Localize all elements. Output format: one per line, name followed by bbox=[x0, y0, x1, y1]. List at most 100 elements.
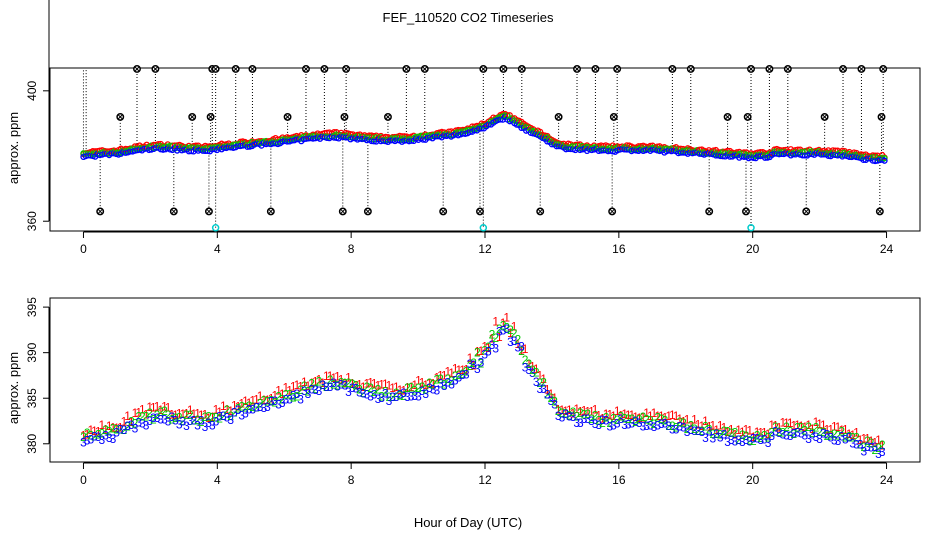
bottom-series-marker: 1 bbox=[618, 408, 625, 422]
bottom-series-marker: 1 bbox=[422, 378, 429, 392]
bottom-series-marker: 3 bbox=[768, 429, 775, 443]
bottom-series-marker: 1 bbox=[283, 381, 290, 395]
bottom-series-marker: 2 bbox=[87, 428, 94, 442]
top-spike-cross bbox=[97, 209, 103, 214]
top-x-tick-label: 0 bbox=[80, 242, 87, 256]
bottom-series-marker: 1 bbox=[507, 326, 514, 340]
bottom-series-marker: 3 bbox=[860, 444, 867, 458]
bottom-series-marker: 3 bbox=[352, 381, 359, 395]
bottom-series-marker: 2 bbox=[176, 411, 183, 425]
bottom-series-marker: 2 bbox=[437, 372, 444, 386]
top-spike-marker bbox=[839, 65, 847, 73]
bottom-series-marker: 1 bbox=[614, 404, 621, 418]
bottom-series-marker: 1 bbox=[827, 423, 834, 437]
top-spike-marker bbox=[420, 65, 429, 73]
bottom-series-marker: 3 bbox=[308, 383, 315, 397]
bottom-series-marker: 3 bbox=[227, 413, 234, 427]
bottom-series-marker: 2 bbox=[139, 409, 146, 423]
bottom-series-marker: 2 bbox=[820, 425, 827, 439]
bottom-series-marker: 3 bbox=[165, 414, 172, 428]
bottom-series-marker: 3 bbox=[695, 424, 702, 438]
bottom-series-marker: 1 bbox=[441, 369, 448, 383]
bottom-series-marker: 1 bbox=[397, 383, 404, 397]
bottom-series-marker: 3 bbox=[779, 427, 786, 441]
bottom-series-marker: 1 bbox=[522, 342, 529, 356]
bottom-series-marker: 1 bbox=[713, 423, 720, 437]
bottom-series-marker: 3 bbox=[662, 416, 669, 430]
bottom-series-marker: 3 bbox=[146, 414, 153, 428]
bottom-series-marker: 1 bbox=[772, 419, 779, 433]
bottom-series-marker: 1 bbox=[503, 310, 510, 324]
bottom-series-marker: 3 bbox=[588, 414, 595, 428]
bottom-series-marker: 1 bbox=[676, 412, 683, 426]
bottom-series-marker: 2 bbox=[684, 422, 691, 436]
bottom-series-marker: 2 bbox=[588, 412, 595, 426]
bottom-series-marker: 3 bbox=[91, 430, 98, 444]
bottom-series-marker: 3 bbox=[301, 384, 308, 398]
top-spike-cross bbox=[342, 114, 347, 120]
bottom-series-marker: 2 bbox=[478, 356, 485, 370]
bottom-series-marker: 1 bbox=[238, 397, 245, 411]
bottom-series-marker: 1 bbox=[492, 314, 499, 328]
bottom-series-marker: 1 bbox=[750, 430, 757, 444]
bottom-series-marker: 3 bbox=[367, 390, 374, 404]
bottom-series-marker: 2 bbox=[735, 433, 742, 447]
bottom-series-marker: 3 bbox=[253, 400, 260, 414]
bottom-series-marker: 1 bbox=[400, 384, 407, 398]
bottom-series-marker: 1 bbox=[680, 414, 687, 428]
bottom-series-marker: 3 bbox=[735, 433, 742, 447]
bottom-series-marker: 2 bbox=[621, 412, 628, 426]
chart-title: FEF_110520 CO2 Timeseries bbox=[383, 10, 554, 25]
top-low-flag-marker bbox=[211, 223, 220, 232]
bottom-series-marker: 1 bbox=[172, 408, 179, 422]
bottom-series-marker: 2 bbox=[794, 420, 801, 434]
bottom-series-marker: 3 bbox=[871, 440, 878, 454]
bottom-series-marker: 3 bbox=[187, 414, 194, 428]
bottom-series-marker: 1 bbox=[691, 413, 698, 427]
bottom-series-marker: 1 bbox=[857, 433, 864, 447]
bottom-series-marker: 3 bbox=[500, 324, 507, 338]
bottom-series-marker: 3 bbox=[496, 324, 503, 338]
bottom-series-marker: 3 bbox=[827, 430, 834, 444]
bottom-series-marker: 2 bbox=[768, 425, 775, 439]
bottom-series-marker: 1 bbox=[846, 427, 853, 441]
top-spike-marker bbox=[206, 112, 215, 121]
bottom-series-marker: 3 bbox=[448, 377, 455, 391]
bottom-series-marker: 1 bbox=[341, 376, 348, 390]
bottom-series-marker: 2 bbox=[341, 377, 348, 391]
bottom-series-marker: 2 bbox=[378, 390, 385, 404]
bottom-series-marker: 1 bbox=[87, 423, 94, 437]
bottom-series-marker: 1 bbox=[739, 425, 746, 439]
bottom-series-marker: 2 bbox=[360, 386, 367, 400]
bottom-series-marker: 3 bbox=[235, 403, 242, 417]
top-spike-cross bbox=[365, 209, 371, 214]
bottom-series-marker: 3 bbox=[478, 356, 485, 370]
bottom-series-marker: 1 bbox=[437, 368, 444, 382]
bottom-series-marker: 2 bbox=[124, 419, 131, 433]
bottom-series-marker: 1 bbox=[279, 387, 286, 401]
bottom-series-marker: 2 bbox=[481, 344, 488, 358]
bottom-series-marker: 1 bbox=[610, 409, 617, 423]
bottom-series-marker: 2 bbox=[238, 399, 245, 413]
bottom-series-marker: 3 bbox=[743, 433, 750, 447]
bottom-series-marker: 1 bbox=[249, 394, 256, 408]
bottom-series-marker: 3 bbox=[809, 427, 816, 441]
bottom-series-marker: 3 bbox=[415, 389, 422, 403]
bottom-series-marker: 3 bbox=[698, 425, 705, 439]
bottom-series-marker: 2 bbox=[194, 413, 201, 427]
bottom-series-marker: 2 bbox=[798, 421, 805, 435]
bottom-series-marker: 1 bbox=[433, 370, 440, 384]
bottom-series-marker: 3 bbox=[853, 437, 860, 451]
bottom-series-marker: 3 bbox=[647, 419, 654, 433]
bottom-plot-frame bbox=[49, 297, 921, 463]
bottom-series-marker: 3 bbox=[84, 434, 91, 448]
bottom-series-marker: 3 bbox=[139, 416, 146, 430]
bottom-series-marker: 2 bbox=[257, 397, 264, 411]
bottom-series-marker: 3 bbox=[341, 378, 348, 392]
bottom-series-marker: 1 bbox=[80, 429, 87, 443]
bottom-series-marker: 2 bbox=[463, 364, 470, 378]
bottom-series-marker: 3 bbox=[220, 409, 227, 423]
bottom-series-marker: 3 bbox=[606, 419, 613, 433]
bottom-series-marker: 3 bbox=[757, 433, 764, 447]
bottom-series-marker: 1 bbox=[106, 419, 113, 433]
